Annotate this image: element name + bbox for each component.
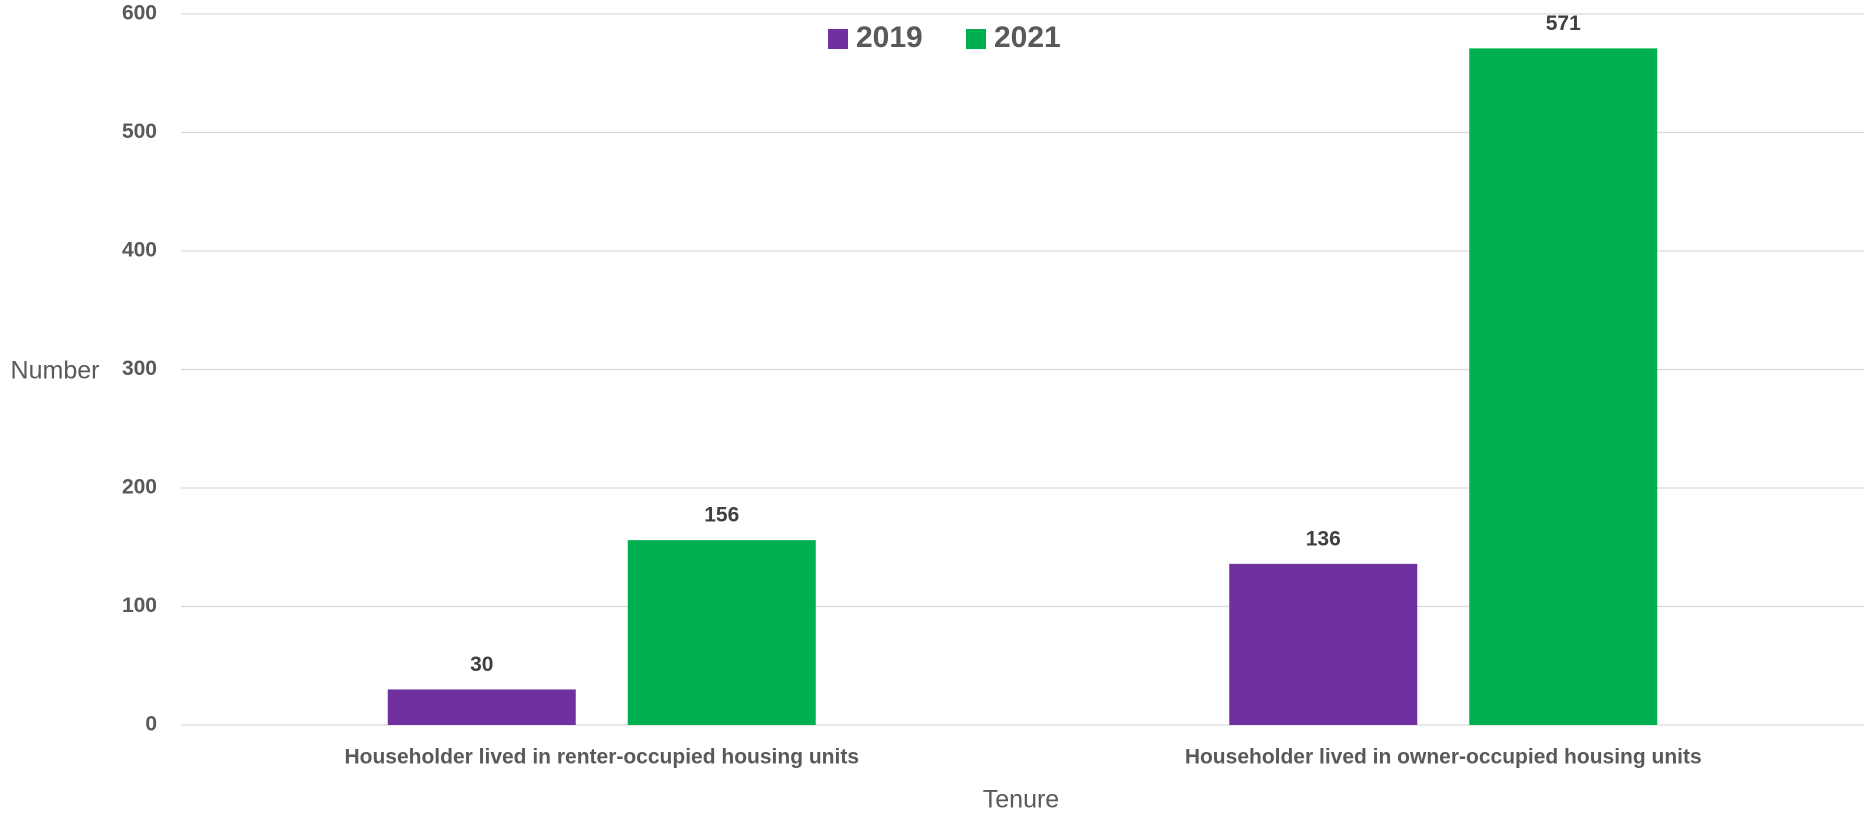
bar (387, 689, 576, 725)
x-axis-title: Tenure (983, 786, 1059, 814)
y-tick-label: 600 (122, 2, 157, 25)
bar (1469, 48, 1658, 726)
legend-swatch (828, 29, 848, 49)
x-tick-label: Householder lived in owner-occupied hous… (1185, 746, 1702, 769)
y-tick-label: 400 (122, 239, 157, 262)
legend-label: 2019 (856, 21, 923, 54)
y-axis-title: Number (11, 357, 100, 385)
data-label: 136 (1306, 527, 1341, 550)
y-tick-label: 300 (122, 357, 157, 380)
data-label: 30 (470, 653, 493, 676)
legend-swatch (966, 29, 986, 49)
legend-label: 2021 (994, 21, 1061, 54)
y-tick-label: 100 (122, 594, 157, 617)
bar (627, 540, 816, 725)
data-label: 156 (704, 504, 739, 527)
x-tick-label: Householder lived in renter-occupied hou… (344, 746, 859, 769)
bar (1229, 563, 1418, 725)
y-tick-label: 500 (122, 120, 157, 143)
data-label: 571 (1546, 12, 1581, 35)
y-tick-label: 200 (122, 476, 157, 499)
y-tick-label: 0 (145, 713, 157, 736)
